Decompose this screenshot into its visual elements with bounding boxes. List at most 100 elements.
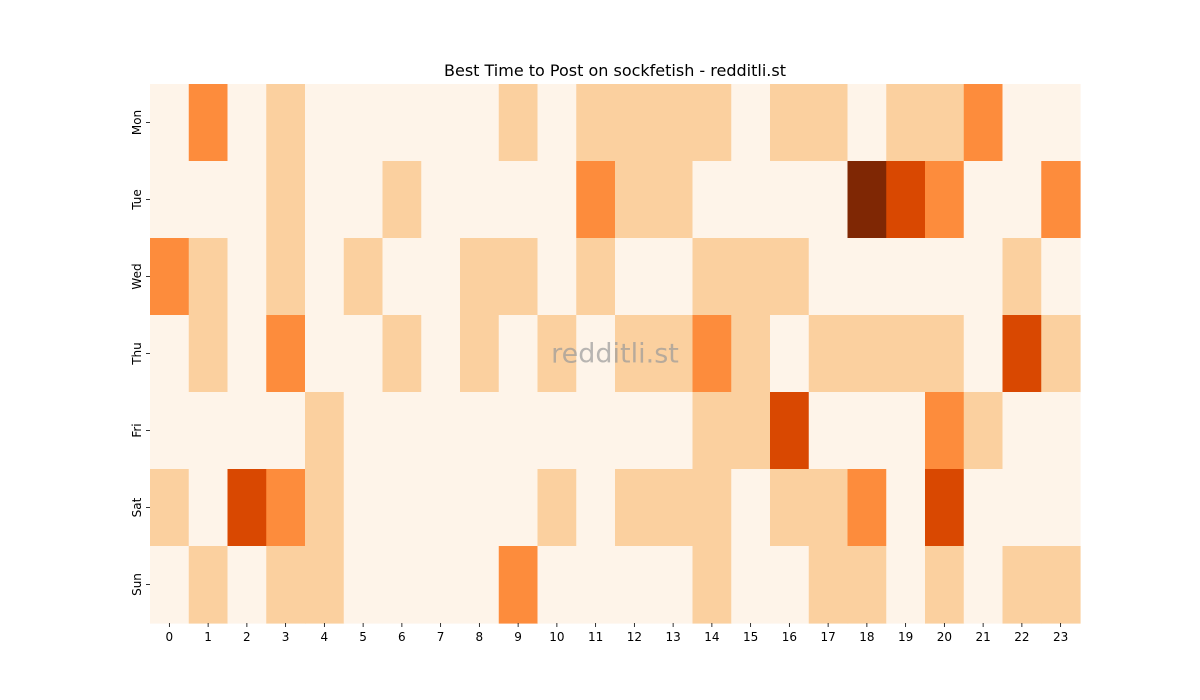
heatmap-cell-tue-3 [266,161,306,239]
heatmap-cell-wed-19 [886,238,926,316]
heatmap-cell-wed-17 [808,238,849,316]
heatmap-cell-wed-16 [770,238,810,316]
heatmap-cell-mon-11 [576,84,616,162]
heatmap-cell-wed-7 [421,238,461,316]
heatmap-cell-thu-18 [847,315,887,393]
heatmap-cell-sun-1 [188,546,229,624]
heatmap-cell-mon-4 [305,84,345,162]
heatmap-cell-thu-0 [150,315,190,393]
heatmap-cell-mon-21 [963,84,1004,162]
heatmap-cell-wed-13 [653,238,694,316]
x-tick-label: 4 [321,630,329,644]
heatmap-cell-sun-18 [847,546,887,624]
heatmap-cell-fri-10 [537,392,577,470]
heatmap-cell-sun-8 [460,546,500,624]
y-tick-label-thu: Thu [130,342,144,366]
heatmap-cell-thu-8 [460,315,500,393]
heatmap-cell-sat-11 [576,469,616,547]
heatmap-cell-wed-0 [150,238,190,316]
heatmap-cell-tue-9 [498,161,539,239]
heatmap-cell-fri-17 [808,392,849,470]
x-tick-label: 14 [704,630,719,644]
x-tick-label: 23 [1053,630,1068,644]
heatmap-cell-sat-17 [808,469,849,547]
heatmap-cell-wed-20 [925,238,965,316]
heatmap-cell-thu-9 [498,315,539,393]
heatmap-cell-sat-15 [731,469,771,547]
heatmap-cell-sun-21 [963,546,1004,624]
heatmap-cell-sat-20 [925,469,965,547]
x-tick-label: 0 [166,630,174,644]
x-tick-label: 7 [437,630,445,644]
heatmap-cell-fri-7 [421,392,461,470]
heatmap-cell-sat-23 [1041,469,1081,547]
heatmap-cell-tue-17 [808,161,849,239]
y-tick-label-wed: Wed [130,263,144,289]
heatmap-cell-sat-4 [305,469,345,547]
x-tick-label: 1 [204,630,212,644]
heatmap-cell-mon-10 [537,84,577,162]
heatmap-cell-tue-15 [731,161,771,239]
heatmap-cell-wed-14 [692,238,732,316]
heatmap-cell-thu-5 [343,315,384,393]
x-tick-label: 17 [820,630,835,644]
x-tick-label: 3 [282,630,290,644]
heatmap-cell-wed-10 [537,238,577,316]
heatmap-cell-wed-9 [498,238,539,316]
heatmap-cell-fri-13 [653,392,694,470]
heatmap-cell-wed-11 [576,238,616,316]
heatmap-cell-mon-0 [150,84,190,162]
heatmap-cell-sun-17 [808,546,849,624]
heatmap-cell-wed-4 [305,238,345,316]
heatmap-cell-sun-23 [1041,546,1081,624]
x-tick-label: 18 [859,630,874,644]
heatmap-cell-thu-4 [305,315,345,393]
heatmap-cell-tue-21 [963,161,1004,239]
heatmap-cell-tue-10 [537,161,577,239]
heatmap-cell-fri-20 [925,392,965,470]
heatmap-cell-wed-3 [266,238,306,316]
heatmap-cell-thu-1 [188,315,229,393]
x-tick-label: 5 [359,630,367,644]
x-tick-label: 13 [665,630,680,644]
heatmap-cell-sat-6 [382,469,422,547]
y-tick-label-tue: Tue [130,189,144,211]
heatmap-cell-sun-2 [227,546,267,624]
y-tick-label-mon: Mon [130,110,144,135]
x-axis-ticks: 0 1 2 3 4 5 6 7 8 9 10 11 12 13 14 15 16 17 18 19 20 21 22 23 [166,623,1068,644]
heatmap-cell-sat-10 [537,469,577,547]
heatmap-cell-mon-16 [770,84,810,162]
heatmap-cell-sat-18 [847,469,887,547]
heatmap-cell-mon-15 [731,84,771,162]
heatmap-cell-mon-20 [925,84,965,162]
heatmap-cell-fri-4 [305,392,345,470]
heatmap-cell-fri-6 [382,392,422,470]
heatmap-cell-fri-2 [227,392,267,470]
heatmap-cell-thu-19 [886,315,926,393]
heatmap-cell-thu-22 [1002,315,1042,393]
heatmap-cell-mon-22 [1002,84,1042,162]
heatmap-cells [150,84,1081,624]
heatmap-cell-fri-5 [343,392,384,470]
heatmap-cell-sun-12 [615,546,655,624]
heatmap-cell-mon-9 [498,84,539,162]
heatmap-cell-fri-1 [188,392,229,470]
heatmap-cell-sat-19 [886,469,926,547]
heatmap-cell-sat-0 [150,469,190,547]
heatmap-cell-wed-1 [188,238,229,316]
heatmap-cell-sat-7 [421,469,461,547]
x-tick-label: 2 [243,630,251,644]
x-tick-label: 21 [975,630,990,644]
heatmap-cell-fri-9 [498,392,539,470]
heatmap-cell-mon-17 [808,84,849,162]
x-tick-label: 6 [398,630,406,644]
heatmap-cell-tue-1 [188,161,229,239]
heatmap-cell-sun-0 [150,546,190,624]
heatmap-cell-tue-8 [460,161,500,239]
heatmap-cell-tue-7 [421,161,461,239]
heatmap-cell-sat-22 [1002,469,1042,547]
heatmap-cell-fri-19 [886,392,926,470]
x-tick-label: 20 [937,630,952,644]
heatmap-cell-sun-9 [498,546,539,624]
heatmap-cell-mon-2 [227,84,267,162]
